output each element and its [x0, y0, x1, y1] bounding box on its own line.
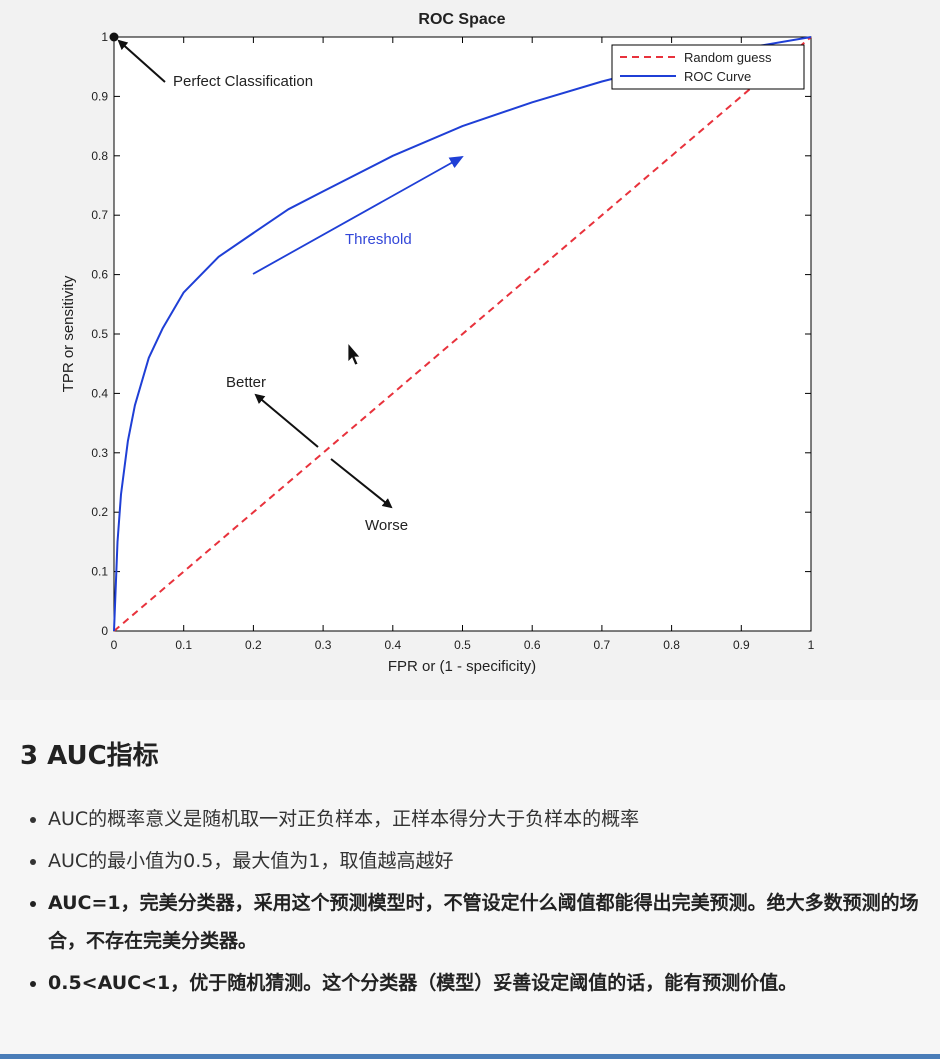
y-tick-label: 0.8 — [91, 149, 108, 163]
section-heading: 3 AUC指标 — [20, 741, 159, 771]
y-tick-label: 0.7 — [91, 208, 108, 222]
legend: Random guess ROC Curve — [611, 44, 805, 90]
y-tick-label: 0 — [101, 624, 108, 638]
x-tick-label: 0 — [111, 638, 118, 652]
legend-label-random-guess: Random guess — [684, 50, 772, 65]
worse-arrow — [330, 458, 393, 509]
x-axis: 0 0.1 0.2 0.3 0.4 0.5 0.6 0.7 0.8 0.9 1 — [111, 37, 815, 652]
y-tick-label: 1 — [101, 30, 108, 44]
y-tick-label: 0.1 — [91, 565, 108, 579]
series-line-random-guess — [113, 36, 812, 632]
bullet-item: AUC=1，完美分类器，采用这个预测模型时，不管设定什么阈值都能得出完美预测。绝… — [48, 884, 925, 960]
annotation-worse: Worse — [365, 517, 408, 534]
auc-bullet-list: AUC的概率意义是随机取一对正负样本，正样本得分大于负样本的概率 AUC的最小值为… — [20, 800, 925, 1002]
x-tick-label: 1 — [808, 638, 815, 652]
annotation-threshold: Threshold — [345, 231, 412, 248]
series-line-roc-curve — [113, 36, 812, 632]
chart-title: ROC Space — [418, 11, 505, 28]
bullet-item: 0.5<AUC<1，优于随机猜测。这个分类器（模型）妥善设定阈值的话，能有预测价… — [48, 964, 925, 1002]
better-arrow — [254, 393, 319, 448]
roc-chart: ROC Space 0 0.1 0.2 0.3 0.4 0.5 0.6 0.7 0.8 0.9 1 … — [60, 11, 815, 675]
bullet-item: AUC的最小值为0.5，最大值为1，取值越高越好 — [48, 842, 925, 880]
x-tick-label: 0.9 — [733, 638, 750, 652]
y-tick-label: 0.2 — [91, 505, 108, 519]
mouse-cursor-icon — [347, 341, 361, 366]
x-tick-label: 0.4 — [384, 638, 401, 652]
x-tick-label: 0.2 — [245, 638, 262, 652]
y-tick-label: 0.3 — [91, 446, 108, 460]
y-tick-label: 0.9 — [91, 89, 108, 103]
perfect-classification-point — [109, 32, 119, 42]
threshold-arrow — [252, 156, 464, 275]
bottom-scroll-bar — [0, 1054, 940, 1059]
x-tick-label: 0.5 — [454, 638, 471, 652]
perfect-classification-arrow — [117, 39, 166, 83]
y-axis: 0 0.1 0.2 0.3 0.4 0.5 0.6 0.7 0.8 0.9 1 — [91, 30, 811, 638]
legend-label-roc-curve: ROC Curve — [684, 69, 751, 84]
x-tick-label: 0.3 — [315, 638, 332, 652]
y-tick-label: 0.4 — [91, 386, 108, 400]
annotation-perfect-classification: Perfect Classification — [173, 73, 313, 90]
bullet-item: AUC的概率意义是随机取一对正负样本，正样本得分大于负样本的概率 — [48, 800, 925, 838]
y-tick-label: 0.6 — [91, 268, 108, 282]
x-tick-label: 0.6 — [524, 638, 541, 652]
series-layer — [113, 36, 812, 632]
x-axis-label: FPR or (1 - specificity) — [388, 658, 536, 675]
x-tick-label: 0.1 — [175, 638, 192, 652]
x-tick-label: 0.7 — [594, 638, 611, 652]
annotation-better: Better — [226, 374, 266, 391]
y-axis-label: TPR or sensitivity — [60, 275, 77, 392]
legend-box — [611, 44, 805, 90]
x-tick-label: 0.8 — [663, 638, 680, 652]
y-tick-label: 0.5 — [91, 327, 108, 341]
auc-section: 3 AUC指标 AUC的概率意义是随机取一对正负样本，正样本得分大于负样本的概率… — [20, 735, 925, 1006]
